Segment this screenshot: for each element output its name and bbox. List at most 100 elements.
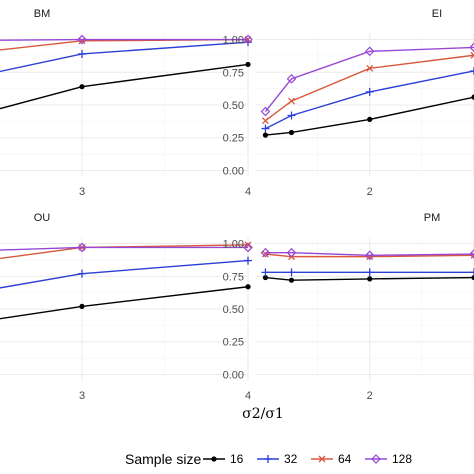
y-tick-label: 0.00	[223, 369, 244, 381]
series-128	[0, 242, 253, 253]
data-point	[262, 132, 269, 138]
series-32	[261, 268, 474, 277]
data-point	[365, 268, 374, 277]
panel-title: PM	[424, 212, 441, 224]
data-point	[245, 284, 251, 290]
panel-title: EI	[432, 8, 442, 20]
series-32	[261, 66, 474, 133]
legend-key-marker	[211, 456, 217, 462]
y-tick-label: 0.25	[223, 337, 244, 349]
gridlines	[0, 33, 249, 177]
series-line	[265, 276, 474, 281]
panel-pm: PM 0.00 0.25 0.50 0.75 1.00 2	[223, 212, 474, 402]
series-line	[264, 46, 474, 112]
data-point	[469, 42, 474, 53]
data-point	[244, 256, 252, 265]
series-128	[0, 34, 253, 45]
series-line	[0, 38, 248, 41]
series-line	[0, 246, 248, 251]
legend-key-marker	[371, 454, 381, 464]
series-line	[0, 41, 249, 73]
data-point	[366, 64, 374, 72]
y-tick-label: 0.75	[223, 67, 244, 79]
series-line	[265, 253, 474, 258]
data-point	[261, 124, 270, 133]
data-point	[470, 66, 474, 75]
data-point	[470, 51, 474, 59]
data-point	[365, 87, 374, 96]
legend-key-marker	[264, 455, 272, 463]
legend-label: 32	[284, 452, 298, 466]
x-tick-label: 3	[79, 390, 85, 402]
series-16	[262, 274, 474, 283]
data-point	[469, 249, 474, 259]
series-16	[262, 94, 474, 138]
series-line	[265, 252, 474, 257]
data-point	[364, 46, 375, 57]
series-line	[0, 259, 249, 289]
data-point	[287, 111, 296, 120]
chart-panels: BM 3 4 EI 0.00 0.25 0.50 0.75 1.00 2 OU 3 4 PM 0.00 0.2…	[0, 8, 474, 402]
data-point	[261, 268, 270, 277]
data-point	[471, 94, 474, 100]
series-128	[260, 247, 474, 261]
data-point	[287, 268, 296, 277]
y-tick-label: 1.00	[223, 35, 244, 47]
gridlines	[0, 237, 249, 381]
series-64	[261, 51, 474, 125]
x-axis-label: σ2/σ1	[242, 406, 284, 422]
legend-item-64: 64	[311, 452, 352, 466]
data-point	[78, 269, 86, 278]
legend-title: Sample size	[125, 451, 201, 467]
series-128	[260, 42, 474, 117]
series-line	[265, 70, 474, 130]
data-point	[286, 247, 297, 258]
legend-key-marker	[318, 455, 326, 463]
data-point	[262, 274, 269, 281]
panel-ou: OU 3 4	[0, 212, 253, 402]
y-tick-label: 0.00	[223, 165, 244, 177]
data-point	[77, 34, 87, 45]
data-point	[470, 268, 474, 277]
data-point	[77, 242, 87, 253]
series-line	[0, 244, 249, 260]
gridlines	[255, 33, 474, 177]
legend-items: 16 32 64 128	[203, 452, 412, 466]
legend-item-128: 128	[365, 452, 412, 466]
data-point	[78, 49, 86, 58]
series-line	[265, 96, 474, 136]
panel-ei: EI 0.00 0.25 0.50 0.75 1.00 2	[223, 8, 474, 198]
data-point	[470, 251, 474, 259]
legend-label: 64	[338, 452, 352, 466]
panel-bm: BM 3 4	[0, 8, 253, 198]
data-point	[367, 276, 373, 282]
data-point	[367, 116, 373, 122]
x-tick-label: 3	[79, 186, 85, 198]
data-point	[288, 277, 295, 283]
y-tick-label: 0.75	[223, 271, 244, 283]
data-point	[79, 303, 85, 309]
legend-item-16: 16	[203, 452, 244, 466]
x-tick-label: 4	[245, 186, 251, 198]
data-point	[286, 73, 297, 84]
data-point	[243, 34, 253, 45]
legend-item-32: 32	[257, 452, 298, 466]
data-point	[288, 97, 295, 105]
series-16	[0, 284, 251, 320]
series-line	[0, 38, 249, 51]
panel-title: OU	[34, 212, 51, 224]
series-32	[0, 256, 252, 289]
data-point	[260, 247, 271, 258]
legend-label: 128	[392, 452, 412, 466]
data-point	[364, 250, 375, 261]
y-tick-label: 0.50	[223, 100, 244, 112]
data-point	[245, 61, 251, 68]
legend: Sample size 16 32 64 128	[125, 451, 412, 467]
series-line	[265, 54, 474, 122]
x-tick-label: 2	[367, 186, 373, 198]
data-point	[79, 84, 85, 90]
y-tick-label: 0.50	[223, 304, 244, 316]
series-16	[0, 61, 251, 110]
series-line	[0, 286, 249, 320]
